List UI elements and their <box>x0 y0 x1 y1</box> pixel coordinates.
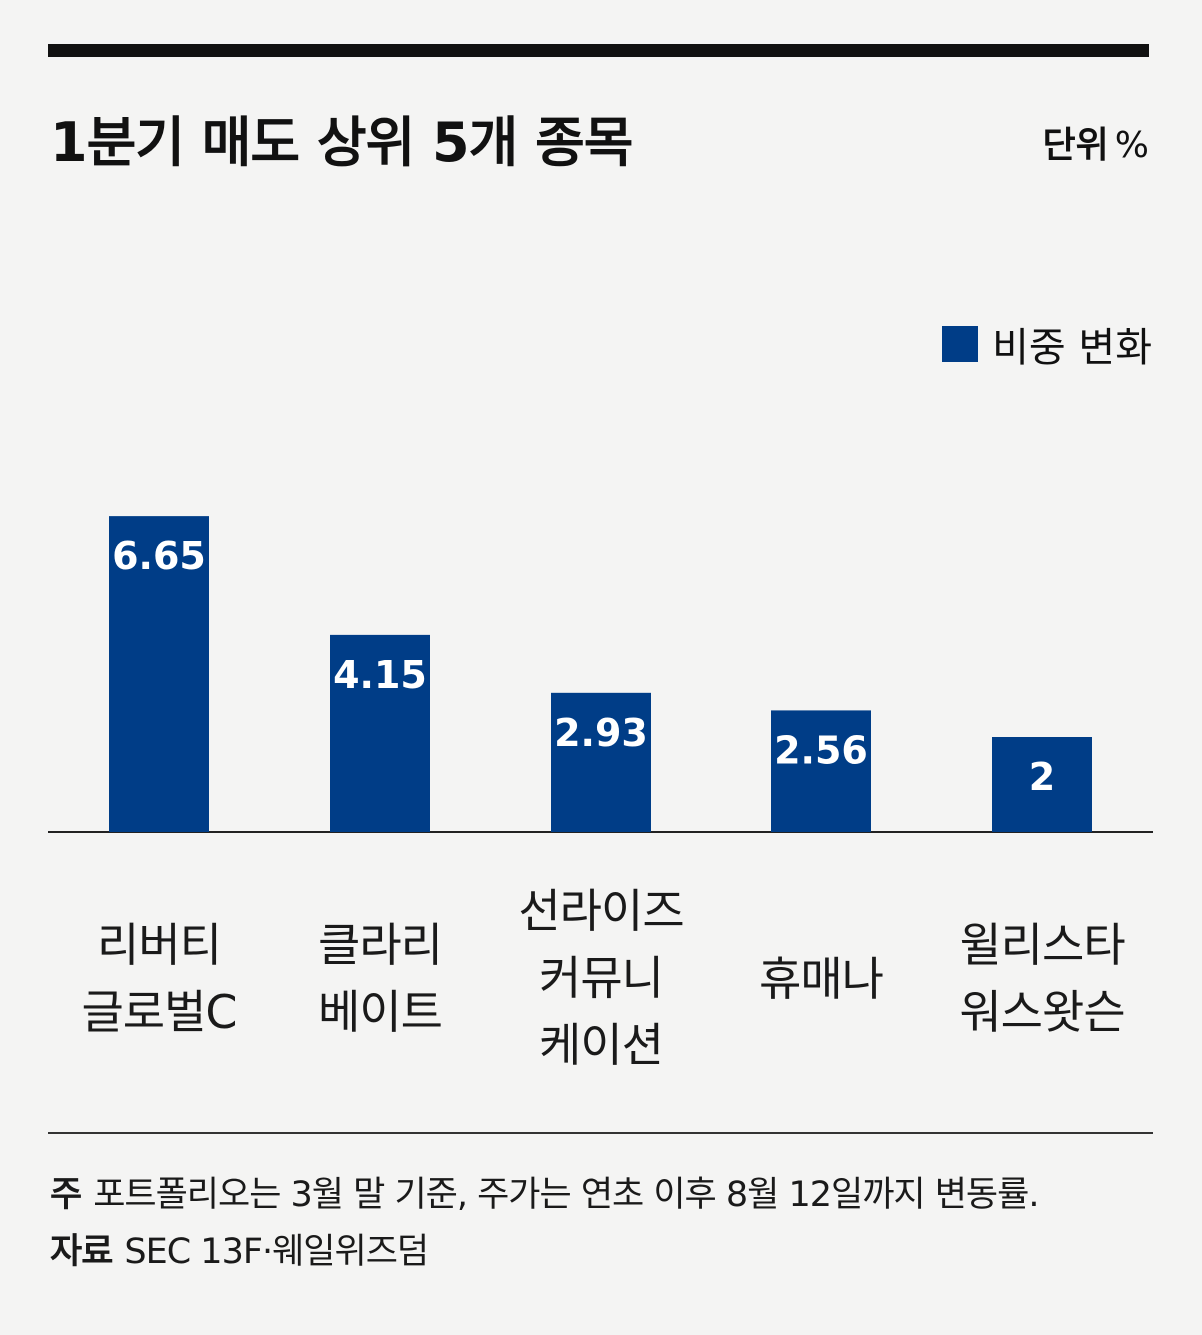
footnote-source: 자료 SEC 13F·웨일위즈덤 <box>50 1223 429 1274</box>
bar-value-label: 2.93 <box>554 711 648 755</box>
note-text: 포트폴리오는 3월 말 기준, 주가는 연초 이후 8월 12일까지 변동률. <box>93 1175 1039 1215</box>
category-label-line: 케이션 <box>539 1018 664 1072</box>
footnote-divider <box>48 1132 1153 1134</box>
category-label: 휴매나 <box>711 946 931 1013</box>
bar <box>551 692 651 832</box>
bar-value-label: 6.65 <box>112 534 206 578</box>
category-label-line: 클라리 <box>318 918 443 972</box>
bar <box>992 737 1092 832</box>
category-label-line: 휴매나 <box>759 952 884 1006</box>
bar <box>771 710 871 832</box>
bar-value-label: 4.15 <box>333 653 427 697</box>
category-label-line: 윌리스타 <box>959 918 1125 972</box>
unit-label: 단위% <box>1043 116 1149 168</box>
footnote-note: 주 포트폴리오는 3월 말 기준, 주가는 연초 이후 8월 12일까지 변동률. <box>50 1166 1039 1217</box>
category-label-line: 워스왓슨 <box>959 985 1125 1039</box>
bar <box>109 516 209 832</box>
unit-symbol: % <box>1114 125 1149 166</box>
category-label-line: 글로벌C <box>81 985 237 1039</box>
unit-text: 단위 <box>1042 125 1109 166</box>
bar-value-label: 2 <box>1029 755 1055 799</box>
source-label: 자료 <box>50 1232 113 1272</box>
source-text: SEC 13F·웨일위즈덤 <box>124 1232 429 1272</box>
legend: 비중 변화 <box>942 315 1152 373</box>
legend-swatch <box>942 326 979 362</box>
bar <box>330 634 430 832</box>
chart-title: 1분기 매도 상위 5개 종목 <box>50 111 633 174</box>
category-label-line: 커뮤니 <box>539 951 664 1005</box>
category-label-line: 베이트 <box>318 985 443 1039</box>
top-rule <box>48 44 1149 57</box>
legend-label: 비중 변화 <box>992 325 1152 371</box>
category-label-line: 리버티 <box>97 918 222 972</box>
category-label-line: 선라이즈 <box>518 884 684 938</box>
note-label: 주 <box>50 1175 82 1215</box>
bar-value-label: 2.56 <box>774 728 868 772</box>
